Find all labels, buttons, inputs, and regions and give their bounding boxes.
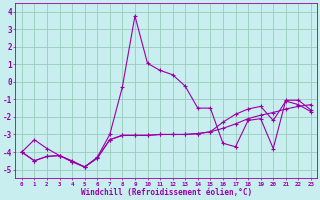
X-axis label: Windchill (Refroidissement éolien,°C): Windchill (Refroidissement éolien,°C) [81, 188, 252, 197]
